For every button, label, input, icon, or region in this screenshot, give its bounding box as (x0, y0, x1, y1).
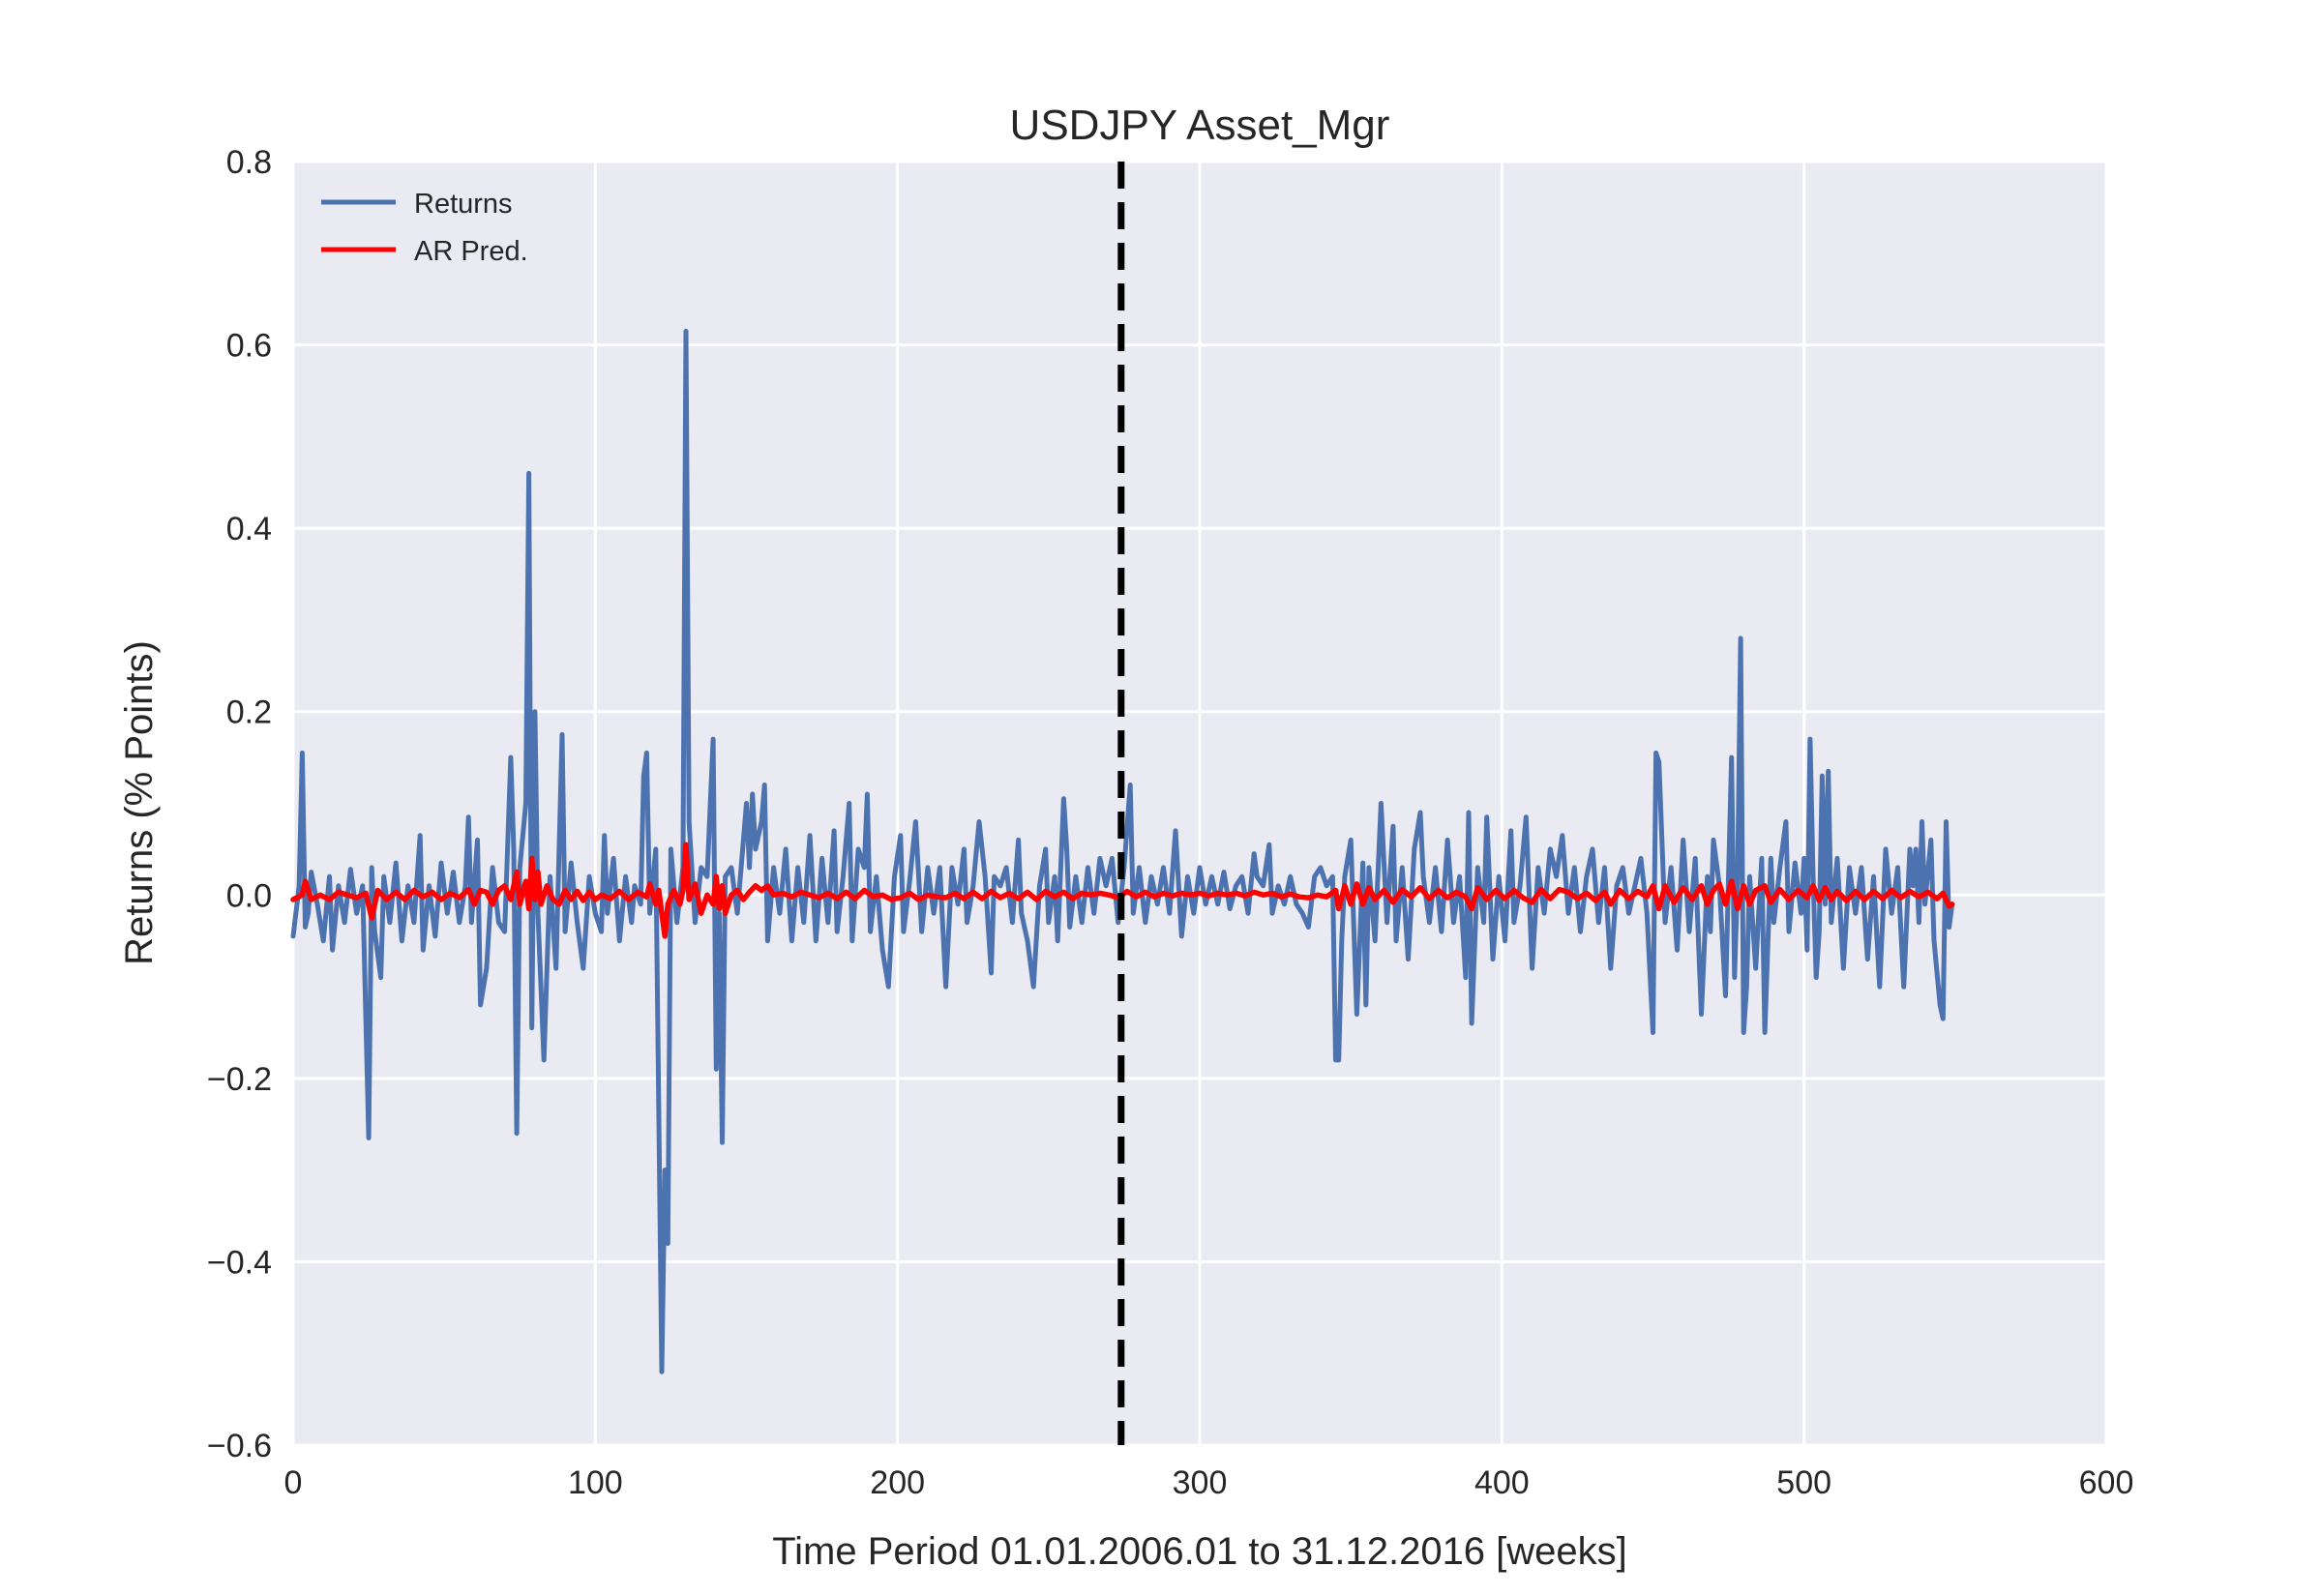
x-tick-label: 400 (1474, 1464, 1530, 1501)
legend: Returns AR Pred. (321, 189, 528, 267)
x-tick-label: 600 (2079, 1464, 2134, 1501)
y-tick-label: −0.2 (207, 1061, 272, 1098)
x-tick-label: 200 (870, 1464, 925, 1501)
y-tick-label: −0.4 (207, 1244, 272, 1281)
series-line-ar-pred (290, 842, 1955, 939)
y-tick-label: 0.6 (226, 328, 272, 365)
y-tick-label: 0.2 (226, 695, 272, 731)
x-tick-label: 500 (1776, 1464, 1831, 1501)
y-tick-label: 0.8 (226, 144, 272, 181)
y-axis-label: Returns (% Points) (118, 640, 161, 965)
x-tick-label: 0 (284, 1464, 303, 1501)
y-tick-label: −0.6 (207, 1428, 272, 1464)
series-line-returns (290, 328, 1955, 1374)
x-tick-label: 300 (1173, 1464, 1228, 1501)
legend-label-returns: Returns (414, 189, 513, 220)
series-layer (290, 328, 1955, 1374)
x-tick-label: 100 (568, 1464, 623, 1501)
chart-title: USDJPY Asset_Mgr (1010, 102, 1390, 149)
tick-labels: 0 100 200 300 400 500 600 −0.6 −0.4 −0.2 0.0 0.2 0.4… (207, 144, 2133, 1501)
y-tick-label: 0.4 (226, 511, 272, 547)
x-axis-label: Time Period 01.01.2006.01 to 31.12.2016 … (772, 1530, 1627, 1573)
legend-label-ar-pred: AR Pred. (414, 236, 528, 267)
y-tick-label: 0.0 (226, 877, 272, 914)
